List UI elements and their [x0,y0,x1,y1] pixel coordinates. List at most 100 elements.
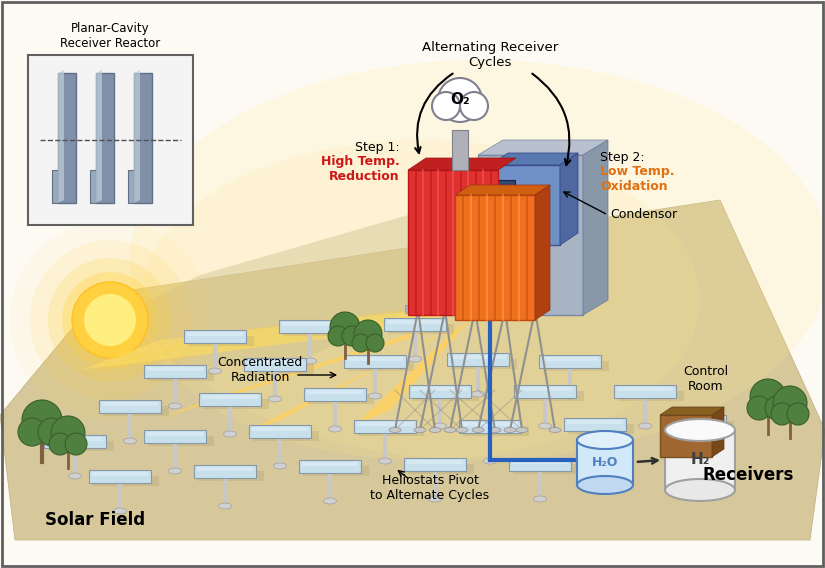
Polygon shape [404,458,466,471]
Circle shape [72,282,148,358]
Polygon shape [96,73,114,203]
Text: Heliostats Pivot
to Alternate Cycles: Heliostats Pivot to Alternate Cycles [370,474,489,502]
Polygon shape [248,364,314,374]
Ellipse shape [489,428,501,432]
Polygon shape [303,466,369,476]
Circle shape [438,78,482,122]
Polygon shape [357,422,413,426]
Polygon shape [387,320,443,324]
Polygon shape [155,320,450,420]
Polygon shape [103,406,169,416]
Polygon shape [617,387,673,391]
Polygon shape [347,357,403,361]
Ellipse shape [369,393,381,399]
Polygon shape [92,472,148,476]
Polygon shape [252,427,308,431]
Polygon shape [283,326,349,336]
Ellipse shape [588,456,601,462]
Polygon shape [459,420,521,433]
Ellipse shape [168,468,182,474]
Ellipse shape [534,496,546,502]
Polygon shape [618,391,684,401]
Ellipse shape [124,438,136,444]
Polygon shape [253,431,319,441]
Ellipse shape [639,423,652,429]
Text: Planar-Cavity
Receiver Reactor: Planar-Cavity Receiver Reactor [60,22,160,50]
Polygon shape [147,367,203,371]
Polygon shape [307,390,363,394]
Ellipse shape [483,458,497,464]
Polygon shape [304,388,366,401]
Polygon shape [509,458,571,471]
Polygon shape [583,140,608,315]
Text: Receivers: Receivers [702,466,794,484]
Polygon shape [513,464,579,474]
Ellipse shape [209,368,221,374]
Ellipse shape [563,393,577,399]
Polygon shape [660,407,724,415]
Ellipse shape [68,473,82,479]
Polygon shape [450,355,506,359]
Ellipse shape [539,423,551,429]
Polygon shape [102,402,158,406]
Text: Reduction: Reduction [329,169,400,182]
Polygon shape [348,361,414,371]
Circle shape [432,92,460,120]
Bar [452,130,468,170]
Circle shape [328,326,348,346]
Polygon shape [408,464,474,474]
Ellipse shape [472,391,484,397]
Text: H₂O: H₂O [592,456,618,469]
Text: O₂: O₂ [450,93,469,107]
Bar [490,165,560,245]
Polygon shape [58,70,64,203]
Circle shape [460,92,488,120]
Ellipse shape [389,428,401,432]
Polygon shape [354,420,416,433]
Polygon shape [148,436,214,446]
Ellipse shape [689,453,701,459]
Circle shape [354,320,382,348]
Polygon shape [517,387,573,391]
Ellipse shape [504,428,516,432]
Polygon shape [48,441,114,451]
Polygon shape [542,357,598,361]
Ellipse shape [516,428,528,432]
Polygon shape [197,467,253,471]
Polygon shape [188,336,254,346]
Polygon shape [413,391,479,401]
Circle shape [771,403,793,425]
Polygon shape [198,471,264,481]
Ellipse shape [577,476,633,494]
Circle shape [10,220,210,420]
Polygon shape [567,420,623,424]
Polygon shape [409,385,471,398]
Ellipse shape [444,428,456,432]
Polygon shape [279,320,341,333]
Polygon shape [52,170,58,203]
Circle shape [51,416,85,450]
Ellipse shape [577,431,633,449]
Polygon shape [308,394,374,404]
Bar [660,415,712,457]
Bar [478,155,583,315]
Ellipse shape [304,358,317,364]
Circle shape [352,334,370,352]
Polygon shape [96,70,102,203]
Bar [455,195,535,320]
Polygon shape [240,323,460,435]
Polygon shape [712,407,724,457]
Polygon shape [543,361,609,371]
Bar [28,55,193,225]
Polygon shape [512,460,568,464]
Polygon shape [144,430,206,443]
Polygon shape [203,399,269,409]
Polygon shape [247,360,303,364]
Bar [408,170,498,315]
Polygon shape [134,70,140,203]
Circle shape [65,433,87,455]
Polygon shape [355,320,470,425]
Ellipse shape [328,426,342,432]
Bar [665,430,735,490]
Ellipse shape [168,403,182,409]
